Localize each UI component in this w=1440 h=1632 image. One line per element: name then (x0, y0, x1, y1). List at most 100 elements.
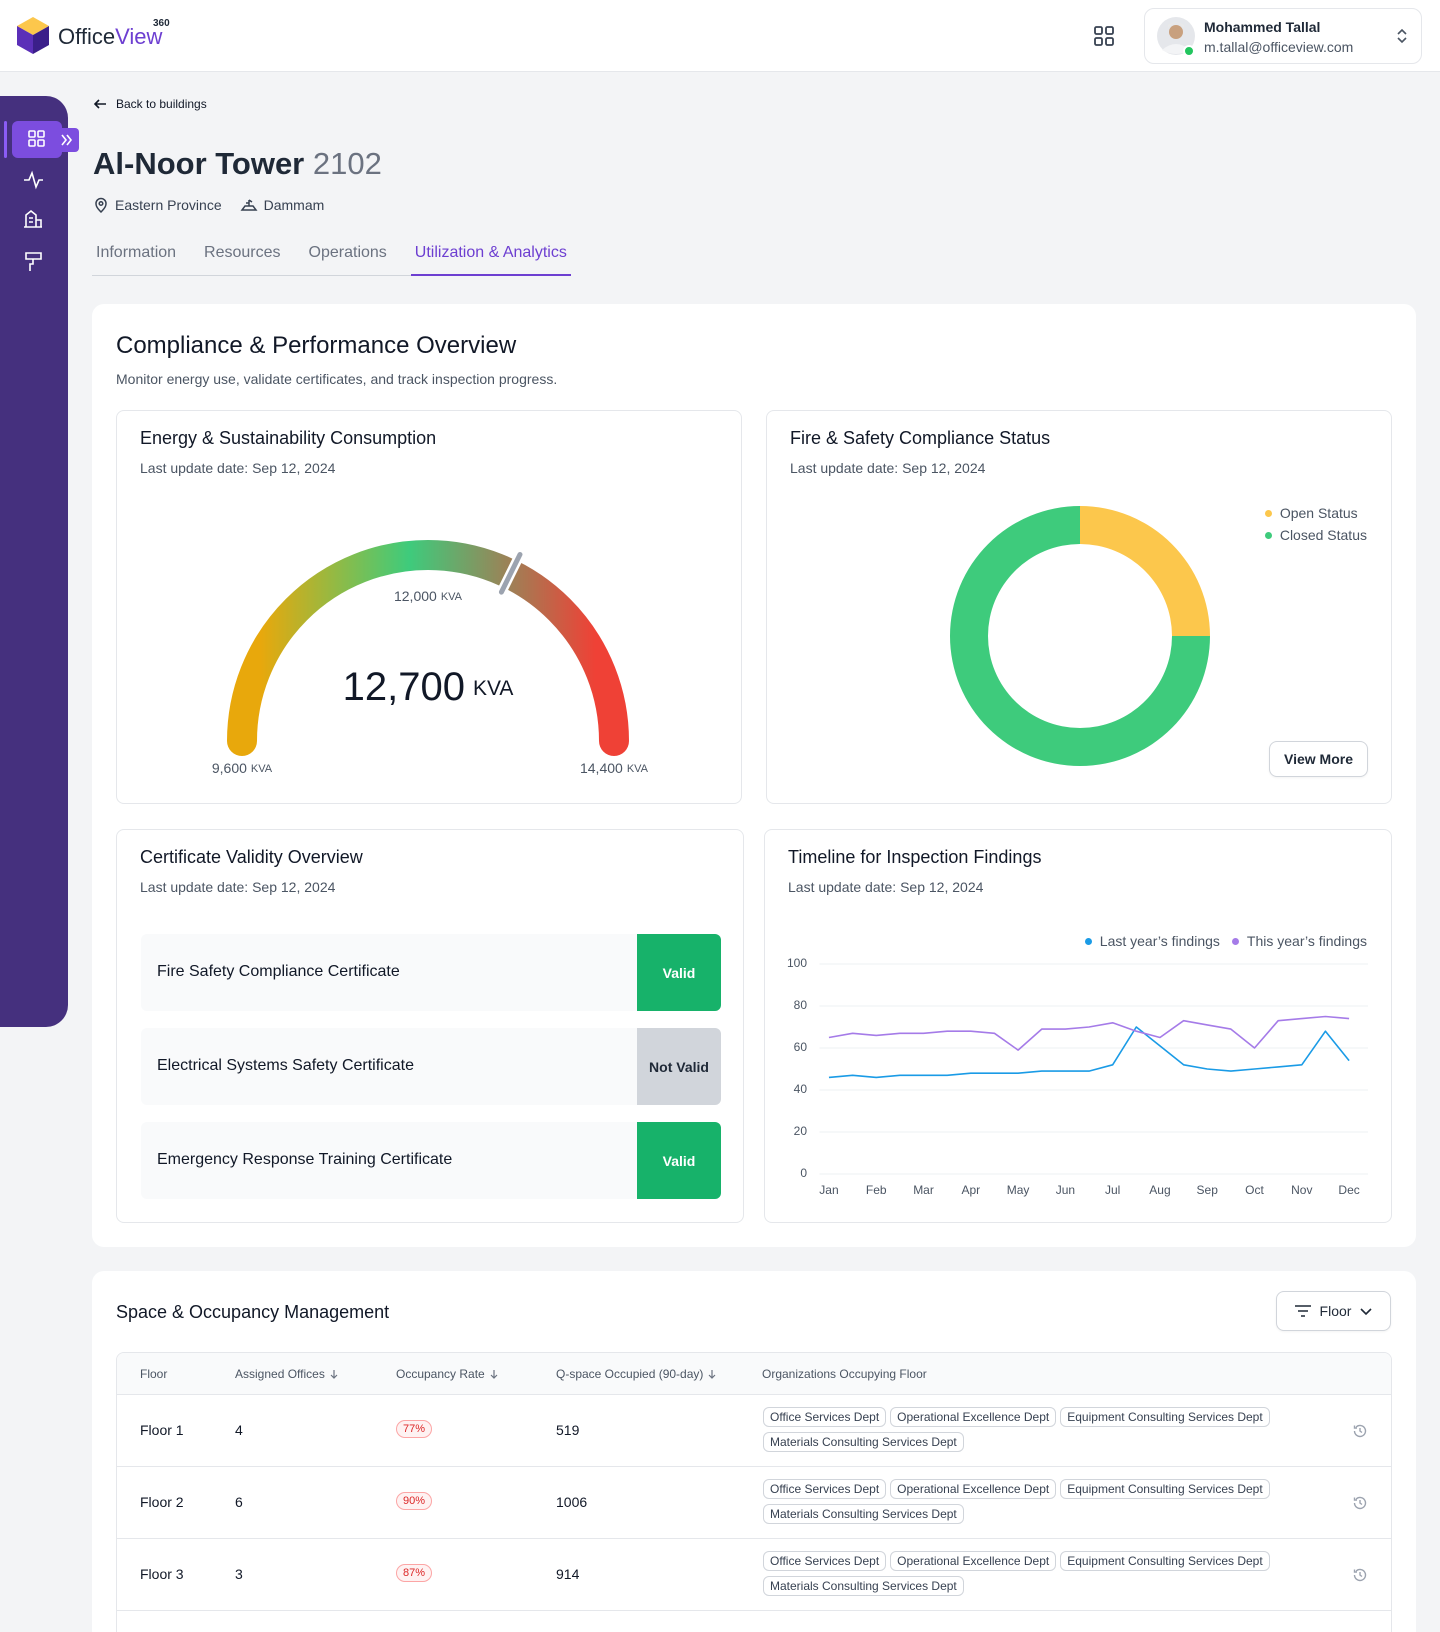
legend-marker (1264, 531, 1272, 539)
column-header: Organizations Occupying Floor (762, 1367, 927, 1381)
organization-tag: Office Services Dept (763, 1479, 887, 1499)
legend: Last year’s findings This year’s findings (1084, 933, 1367, 949)
tabs: Information Resources Operations Utilizatio… (92, 244, 571, 276)
filter-label: Floor (1319, 1303, 1352, 1319)
y-tick-label: 0 (800, 1166, 807, 1180)
panel-title: Fire & Safety Compliance Status (790, 428, 1051, 448)
building-title: Al-Noor Tower 2102 (93, 146, 382, 182)
organization-tag: Materials Consulting Services Dept (763, 1576, 964, 1596)
chevron-updown (1397, 28, 1407, 44)
offices-cell: 3 (235, 1566, 243, 1582)
donut-chart (950, 506, 1210, 766)
certificate-name: Fire Safety Compliance Certificate (157, 963, 400, 980)
occupancy-badge: 77% (396, 1420, 433, 1438)
gauge-chart: 9,600 KVA 12,000 KVA 14,400 KVA 12,700 KVA (212, 540, 649, 776)
overview-card: Compliance & Performance Overview Monito… (92, 304, 1416, 1247)
legend: Open Status Closed Status (1264, 505, 1367, 543)
legend-item: Last year’s findings (1084, 933, 1220, 949)
tab[interactable]: Resources (204, 244, 281, 261)
gauge-value: 12,700 KVA (343, 665, 514, 709)
table-row: Floor 3 3 87% 914 Office Services Dept Operat… (117, 1539, 1391, 1611)
organization-tag: Operational Excellence Dept (890, 1551, 1057, 1571)
tab[interactable]: Utilization & Analytics (410, 244, 571, 276)
column-label: Organizations Occupying Floor (762, 1367, 927, 1381)
x-tick-label: Mar (913, 1183, 934, 1197)
apps-icon[interactable] (1093, 25, 1115, 47)
offices-cell: 6 (235, 1494, 243, 1510)
brand-prefix: Office (58, 24, 116, 49)
offices-cell: 4 (235, 1422, 243, 1438)
pin-icon (95, 197, 107, 213)
certificate-status: Valid (637, 1122, 721, 1199)
column-label: Assigned Offices (235, 1367, 325, 1381)
gauge-track (227, 540, 629, 756)
organizations-cell: Office Services Dept Operational Excellen… (763, 1479, 1323, 1524)
history-icon[interactable] (1352, 1423, 1368, 1439)
tab[interactable]: Information (96, 244, 177, 261)
legend-label: This year’s findings (1246, 933, 1367, 949)
series-line (828, 1015, 1350, 1051)
column-header[interactable]: Occupancy Rate (396, 1367, 499, 1381)
filter-button[interactable]: Floor (1276, 1291, 1391, 1331)
history-icon[interactable] (1352, 1495, 1368, 1511)
column-header[interactable]: Assigned Offices (235, 1367, 339, 1381)
user-name: Mohammed Tallal (1204, 19, 1321, 35)
tick-unit: KVA (627, 763, 649, 775)
gauge-tick-label: 14,400 KVA (580, 760, 649, 776)
top-bar: OfficeView 360 Mohammed Tallal m.tallal@o… (0, 0, 1440, 72)
tab[interactable]: Operations (308, 244, 387, 261)
table-body: Floor 1 4 77% 519 Office Services Dept Operat… (117, 1395, 1391, 1611)
column-header[interactable]: Q-space Occupied (90-day) (556, 1367, 717, 1381)
sidebar (0, 96, 79, 1027)
user-menu[interactable]: Mohammed Tallal m.tallal@officeview.com (1144, 8, 1422, 64)
organizations-cell: Office Services Dept Operational Excellen… (763, 1551, 1323, 1596)
q-space-cell: 1006 (556, 1494, 588, 1510)
table-row: Floor 1 4 77% 519 Office Services Dept Operat… (117, 1395, 1391, 1467)
tick-value: 12,000 (394, 588, 437, 604)
value-number: 12,700 (343, 665, 465, 709)
sort-icon (490, 1370, 498, 1379)
history-icon[interactable] (1352, 1567, 1368, 1583)
y-tick-label: 20 (794, 1124, 808, 1138)
organization-tag: Materials Consulting Services Dept (763, 1504, 964, 1524)
logo-icon (17, 17, 49, 54)
x-tick-label: Jun (1056, 1183, 1075, 1197)
chevron-down (1360, 1308, 1373, 1316)
floor-cell: Floor 3 (140, 1566, 184, 1582)
x-tick-label: Dec (1338, 1183, 1359, 1197)
legend-item: Closed Status (1264, 527, 1367, 543)
legend-label: Closed Status (1279, 527, 1367, 543)
certificate-row: Electrical Systems Safety Certificate Not… (141, 1028, 721, 1105)
panel-title: Timeline for Inspection Findings (788, 847, 1042, 867)
overview-subtitle: Monitor energy use, validate certificate… (116, 371, 558, 387)
region: Eastern Province (115, 197, 222, 213)
donut-segment (1080, 506, 1210, 636)
organization-tag: Operational Excellence Dept (890, 1407, 1057, 1427)
legend-marker (1264, 509, 1272, 517)
column-label: Q-space Occupied (90-day) (556, 1367, 704, 1381)
occupancy-badge: 87% (396, 1564, 433, 1582)
location: Eastern Province Dammam (93, 197, 324, 213)
x-tick-label: May (1007, 1183, 1030, 1197)
back-link[interactable]: Back to buildings (92, 96, 207, 112)
column-header: Floor (140, 1367, 167, 1381)
table-header: Floor Assigned Offices Occupancy Rate Q-… (117, 1353, 1391, 1395)
certificate-status: Valid (637, 934, 721, 1011)
x-tick-label: Jul (1105, 1183, 1120, 1197)
x-tick-label: Apr (961, 1183, 980, 1197)
panel-title: Energy & Sustainability Consumption (140, 428, 437, 448)
building-number: 2102 (312, 146, 382, 181)
space-card: Space & Occupancy Management Floor Floor… (92, 1271, 1416, 1632)
back-text: Back to buildings (116, 97, 207, 111)
building-name: Al-Noor Tower (93, 146, 305, 181)
view-more-button[interactable]: View More (1269, 741, 1368, 777)
legend-item: Open Status (1264, 505, 1367, 521)
avatar (1157, 17, 1195, 57)
floor-cell: Floor 2 (140, 1494, 184, 1510)
organization-tag: Equipment Consulting Services Dept (1060, 1551, 1270, 1571)
x-tick-label: Oct (1245, 1183, 1264, 1197)
occupancy-cell: 90% (396, 1492, 433, 1510)
tick-unit: KVA (251, 763, 273, 775)
brand-superscript: 360 (153, 18, 170, 29)
tick-value: 14,400 (580, 760, 623, 776)
